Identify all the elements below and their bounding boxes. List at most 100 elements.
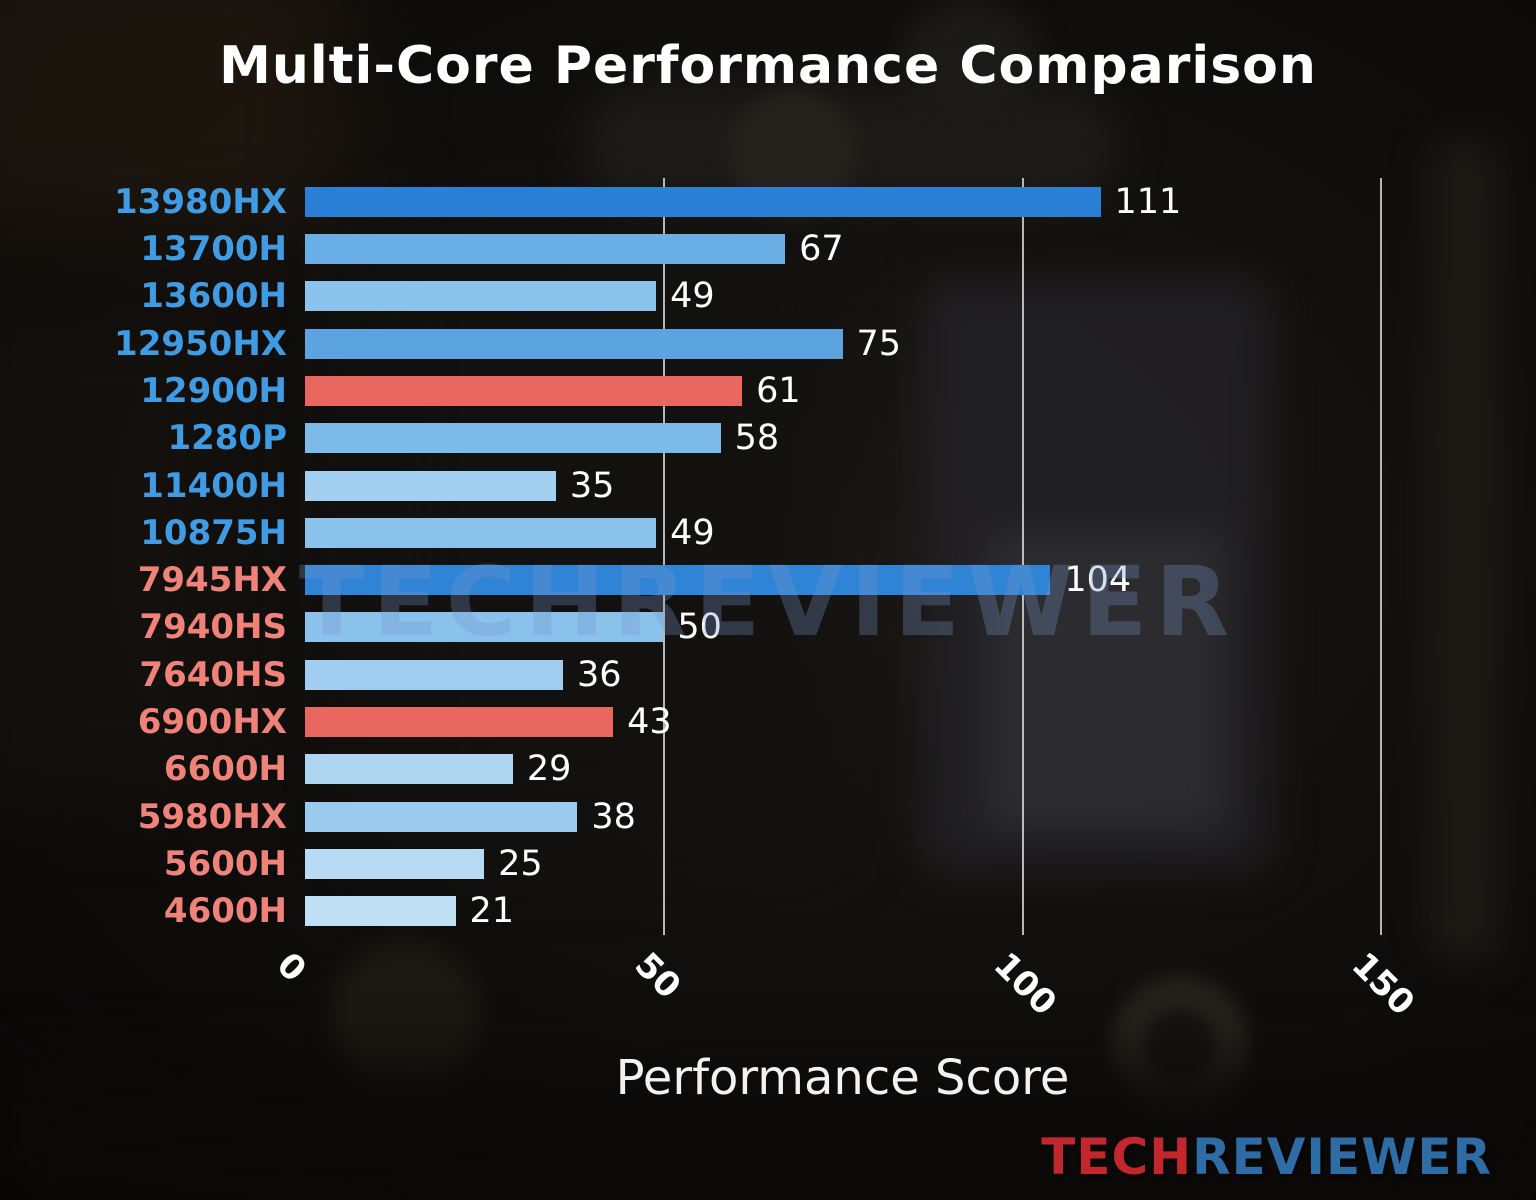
bar [305, 375, 743, 406]
value-label: 36 [577, 654, 622, 695]
bar-row: 13600H 49 [0, 273, 1380, 320]
category-label: 6900HX [137, 702, 287, 743]
category-label: 12950HX [114, 323, 287, 364]
value-label: 38 [591, 796, 636, 837]
bar-track: 75 [305, 320, 1380, 367]
value-label: 49 [670, 276, 715, 317]
bar-row: 7940HS 50 [0, 604, 1380, 651]
bar-row: 5980HX 38 [0, 793, 1380, 840]
bar [305, 707, 614, 738]
category-label: 10875H [140, 512, 287, 553]
bar-row: 12950HX 75 [0, 320, 1380, 367]
bar-row: 4600H 21 [0, 888, 1380, 935]
background-blob [1430, 140, 1500, 960]
bar-track: 21 [305, 888, 1380, 935]
bar-track: 35 [305, 462, 1380, 509]
x-axis-ticks: 0 50 100 150 [269, 945, 1422, 1055]
value-label: 61 [756, 370, 801, 411]
bar-row: 10875H 49 [0, 509, 1380, 556]
value-label: 75 [856, 323, 902, 364]
x-tick-label: 100 [985, 945, 1064, 1024]
techreviewer-logo: TECHREVIEWER [1041, 1128, 1492, 1186]
value-label: 49 [670, 512, 715, 553]
bar-track: 61 [305, 367, 1380, 414]
chart-title: Multi-Core Performance Comparison [219, 36, 1317, 96]
bar-track: 43 [305, 698, 1380, 745]
background-blob [0, 0, 340, 240]
value-label: 43 [627, 702, 672, 743]
background-blob [0, 1060, 1536, 1200]
bar-row: 7640HS 36 [0, 651, 1380, 698]
bar-row: 13700H 67 [0, 225, 1380, 272]
value-label: 21 [469, 891, 515, 932]
bar [305, 233, 786, 264]
gridline [1380, 178, 1382, 935]
category-label: 7945HX [137, 560, 287, 601]
value-label: 35 [569, 465, 615, 506]
category-label: 5980HX [137, 796, 287, 837]
category-label: 5600H [163, 844, 287, 885]
value-label: 67 [799, 228, 844, 269]
category-label: 13700H [140, 228, 287, 269]
gridline [663, 178, 666, 935]
bar [305, 328, 843, 359]
category-label: 6600H [163, 749, 287, 790]
bar [305, 470, 556, 501]
bar-track: 49 [305, 273, 1380, 320]
bars-area: 13980HX 111 13700H 67 13600H 49 12950HX 75 12900… [0, 178, 1380, 935]
bar-row: 13980HX 111 [0, 178, 1380, 225]
bar-row: 1280P 58 [0, 415, 1380, 462]
bar [305, 565, 1051, 596]
bar-track: 38 [305, 793, 1380, 840]
bar-track: 50 [305, 604, 1380, 651]
bar [305, 186, 1101, 217]
category-label: 7640HS [139, 654, 287, 695]
bar-row: 5600H 25 [0, 840, 1380, 887]
category-label: 4600H [163, 891, 287, 932]
bar [305, 754, 513, 785]
background-blob [0, 300, 240, 800]
bar-row: 6600H 29 [0, 746, 1380, 793]
bar-track: 58 [305, 415, 1380, 462]
value-label: 58 [734, 418, 780, 459]
bar-track: 67 [305, 225, 1380, 272]
bar [305, 801, 578, 832]
bar-row: 7945HX 104 [0, 557, 1380, 604]
bar-row: 12900H 61 [0, 367, 1380, 414]
value-label: 111 [1114, 181, 1182, 222]
bar [305, 517, 657, 548]
gridlines [305, 178, 1382, 935]
bar-track: 104 [305, 557, 1380, 604]
logo-tech: TECH [1041, 1128, 1193, 1186]
bar [305, 896, 456, 927]
watermark: TECHREVIEWER [298, 546, 1238, 658]
category-label: 13980HX [114, 181, 287, 222]
bar [305, 612, 664, 643]
category-label: 11400H [140, 465, 287, 506]
value-label: 104 [1064, 560, 1132, 601]
bar-row: 6900HX 43 [0, 698, 1380, 745]
x-tick-label: 50 [627, 945, 689, 1007]
value-label: 50 [677, 607, 722, 648]
value-label: 29 [526, 749, 572, 790]
bar-track: 25 [305, 840, 1380, 887]
category-label: 12900H [140, 370, 287, 411]
category-label: 13600H [140, 276, 287, 317]
bar-track: 29 [305, 746, 1380, 793]
value-label: 25 [498, 844, 543, 885]
bar [305, 423, 721, 454]
bar-track: 111 [305, 178, 1380, 225]
category-label: 7940HS [139, 607, 287, 648]
logo-reviewer: REVIEWER [1192, 1128, 1492, 1186]
bar [305, 659, 563, 690]
bar-track: 36 [305, 651, 1380, 698]
bar-track: 49 [305, 509, 1380, 556]
bar-row: 11400H 35 [0, 462, 1380, 509]
x-axis-label: Performance Score [615, 1050, 1070, 1106]
background-blob [900, 0, 1040, 100]
bar [305, 849, 485, 880]
category-label: 1280P [167, 418, 287, 459]
gridline [1021, 178, 1024, 935]
